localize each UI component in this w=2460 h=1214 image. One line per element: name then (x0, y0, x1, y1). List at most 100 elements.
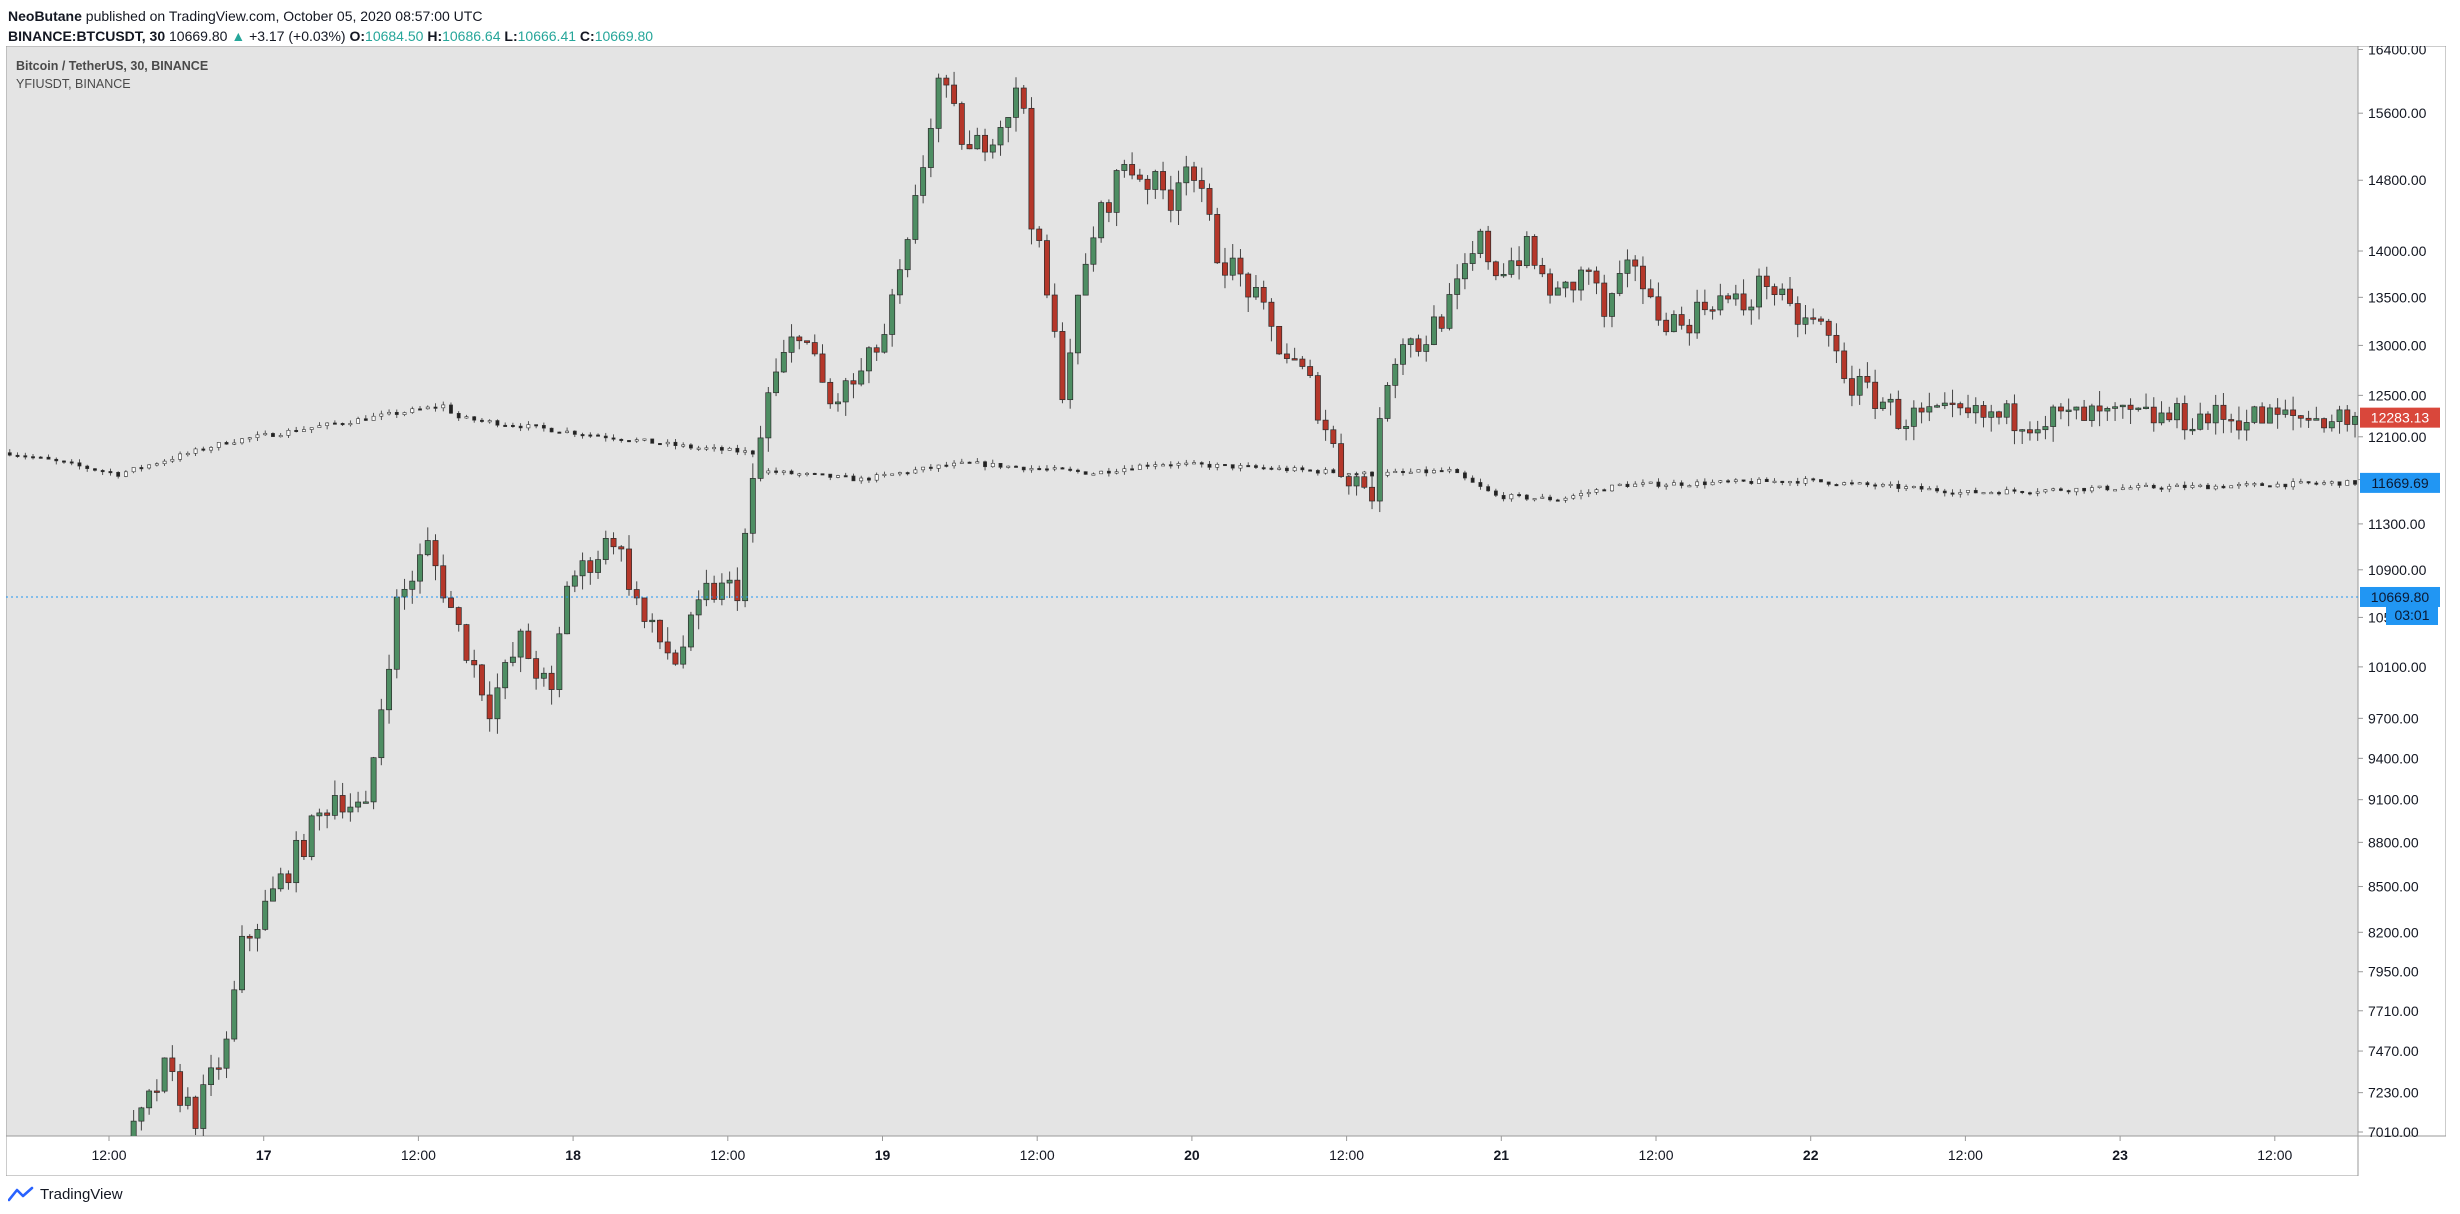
candle-up (200, 1084, 207, 1129)
candle-up (1400, 344, 1406, 365)
time-axis[interactable] (5, 1135, 2359, 1177)
candle-down (285, 873, 292, 884)
y-tick-label: 7010.00 (2368, 1124, 2419, 1140)
open-value: 10684.50 (365, 28, 424, 44)
candle-down (1570, 281, 1577, 291)
overlay-candle (1958, 492, 1963, 495)
overlay-candle (735, 447, 740, 453)
y-tick-label: 7470.00 (2368, 1043, 2419, 1059)
candle-up (1500, 274, 1507, 277)
candle-down (2205, 413, 2211, 424)
overlay-candle (1184, 462, 1189, 465)
candle-up (1183, 166, 1190, 184)
overlay-candle (665, 441, 670, 445)
overlay-candle (944, 464, 949, 467)
candle-down (2026, 429, 2033, 434)
candle-up (1508, 260, 1515, 275)
x-tick-label: 20 (1184, 1147, 1200, 1163)
candle-up (370, 757, 377, 803)
candle-up (417, 554, 423, 582)
candle-down (1438, 316, 1445, 329)
overlay-candle (1153, 464, 1158, 467)
overlay-candle (781, 470, 786, 473)
candle-up (223, 1038, 230, 1069)
candle-down (618, 546, 625, 550)
overlay-candle (2322, 482, 2326, 485)
close-label: C: (579, 28, 595, 44)
candle-up (1090, 237, 1097, 265)
candle-up (1461, 263, 1468, 280)
candle-up (2143, 406, 2149, 409)
overlay-candle (1408, 471, 1413, 474)
overlay-candle (658, 443, 662, 446)
overlay-candle (557, 431, 562, 434)
candle-down (1028, 107, 1035, 230)
overlay-candle (2043, 489, 2048, 493)
candle-down (324, 812, 331, 816)
candle-up (773, 371, 780, 394)
overlay-candle (1021, 466, 1026, 471)
author-name[interactable]: NeoButane (8, 8, 82, 24)
candle-down (1237, 257, 1244, 275)
x-tick-label: 12:00 (710, 1147, 745, 1163)
overlay-candle (828, 473, 833, 478)
candle-down (943, 77, 950, 86)
footer-brand[interactable]: TradingView (40, 1185, 123, 1203)
overlay-candle (1850, 482, 1854, 485)
overlay-candle (526, 424, 531, 429)
candle-down (958, 103, 965, 145)
candle-up (835, 401, 841, 405)
plot-area[interactable] (5, 45, 2359, 1137)
x-tick-label: 17 (256, 1147, 272, 1163)
price-label (2360, 586, 2440, 607)
price-change: +3.17 (+0.03%) (249, 28, 346, 44)
candle-down (633, 589, 640, 599)
candle-up (1407, 338, 1414, 345)
legend-overlay[interactable]: YFIUSDT, BINANCE (16, 77, 131, 91)
candle-down (1918, 407, 1925, 413)
candle-up (1887, 398, 1894, 403)
overlay-candle (2175, 484, 2179, 487)
candle-down (533, 658, 540, 679)
candle-up (386, 668, 393, 711)
candle-up (1454, 278, 1461, 295)
overlay-candle (2244, 483, 2249, 486)
candle-up (1384, 385, 1391, 419)
candle-up (1446, 294, 1453, 329)
candle-up (1732, 293, 1739, 300)
candle-up (927, 128, 934, 168)
overlay-candle (1973, 490, 1978, 494)
overlay-candle (1493, 490, 1498, 496)
overlay-candle (1687, 485, 1692, 488)
y-tick-label: 7950.00 (2368, 964, 2419, 980)
overlay-candle (363, 418, 368, 421)
overlay-candle (1432, 470, 1436, 474)
candle-down (1136, 174, 1143, 180)
overlay-candle (1509, 494, 1514, 500)
overlay-candle (1966, 490, 1970, 493)
overlay-candle (2213, 485, 2218, 490)
candle-up (1578, 269, 1584, 291)
candle-down (1345, 476, 1352, 487)
candle-down (1059, 331, 1066, 401)
candle-down (2127, 404, 2134, 410)
overlay-candle (1037, 468, 1042, 471)
overlay-candle (185, 453, 190, 456)
y-tick-label: 7710.00 (2368, 1003, 2419, 1019)
chart-container[interactable]: 16400.00 15600.00 14800.00 14000.00 13500.00… (5, 42, 2447, 1177)
overlay-candle (1981, 492, 1986, 495)
overlay-candle (2089, 487, 2094, 492)
price-chart[interactable]: 16400.00 15600.00 14800.00 14000.00 13500.00… (5, 42, 2447, 1177)
overlay-candle (1757, 478, 1761, 484)
candle-down (1848, 378, 1855, 396)
candle-up (1988, 411, 1995, 418)
y-tick-label: 12100.00 (2368, 429, 2427, 445)
legend-main[interactable]: Bitcoin / TetherUS, 30, BINANCE (16, 59, 208, 73)
candle-up (293, 839, 300, 884)
overlay-candle (1555, 499, 1560, 502)
candle-down (966, 144, 973, 150)
candle-down (1895, 398, 1902, 429)
overlay-candle (1463, 472, 1467, 479)
overlay-candle (1819, 479, 1823, 483)
overlay-candle (2275, 483, 2280, 488)
